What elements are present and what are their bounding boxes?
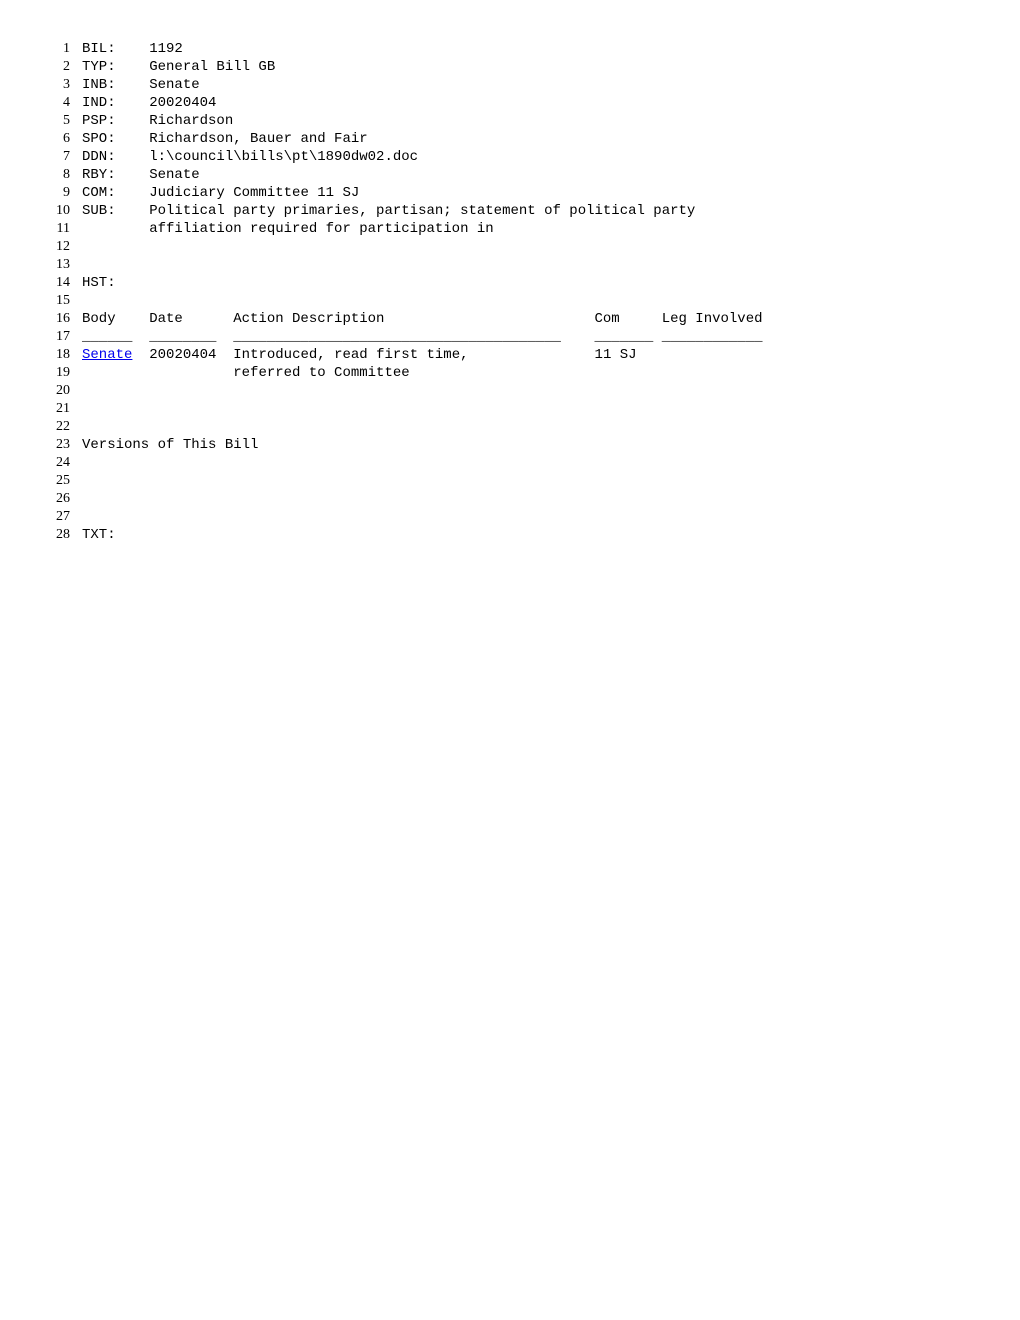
line-number: 14 xyxy=(20,274,82,292)
line-4: 4 IND: 20020404 xyxy=(20,94,1000,112)
line-number: 26 xyxy=(20,490,82,508)
line-number: 1 xyxy=(20,40,82,58)
line-3: 3 INB: Senate xyxy=(20,76,1000,94)
line-26: 26 xyxy=(20,490,1000,508)
field-ddn: DDN: l:\council\bills\pt\1890dw02.doc xyxy=(82,148,418,166)
history-date: 20020404 xyxy=(149,347,216,363)
line-9: 9 COM: Judiciary Committee 11 SJ xyxy=(20,184,1000,202)
line-number: 3 xyxy=(20,76,82,94)
senate-link[interactable]: Senate xyxy=(82,347,132,363)
field-typ: TYP: General Bill GB xyxy=(82,58,275,76)
line-15: 15 xyxy=(20,292,1000,310)
line-number: 17 xyxy=(20,328,82,346)
line-number: 24 xyxy=(20,454,82,472)
page-container: 1 BIL: 1192 2 TYP: General Bill GB 3 INB… xyxy=(0,0,1020,564)
line-number: 16 xyxy=(20,310,82,328)
line-number: 2 xyxy=(20,58,82,76)
history-action: Introduced, read first time, xyxy=(233,347,468,363)
versions-heading: Versions of This Bill xyxy=(82,436,258,454)
line-number: 28 xyxy=(20,526,82,544)
history-com: 11 SJ xyxy=(595,347,637,363)
line-number: 19 xyxy=(20,364,82,382)
line-number: 5 xyxy=(20,112,82,130)
line-22: 22 xyxy=(20,418,1000,436)
line-10: 10 SUB: Political party primaries, parti… xyxy=(20,202,1000,220)
line-12: 12 xyxy=(20,238,1000,256)
line-number: 20 xyxy=(20,382,82,400)
line-6: 6 SPO: Richardson, Bauer and Fair xyxy=(20,130,1000,148)
line-number: 11 xyxy=(20,220,82,238)
line-5: 5 PSP: Richardson xyxy=(20,112,1000,130)
field-spo: SPO: Richardson, Bauer and Fair xyxy=(82,130,368,148)
line-number: 9 xyxy=(20,184,82,202)
line-11: 11 affiliation required for participatio… xyxy=(20,220,1000,238)
line-number: 27 xyxy=(20,508,82,526)
line-number: 13 xyxy=(20,256,82,274)
line-number: 18 xyxy=(20,346,82,364)
line-13: 13 xyxy=(20,256,1000,274)
field-psp: PSP: Richardson xyxy=(82,112,233,130)
field-inb: INB: Senate xyxy=(82,76,200,94)
line-1: 1 BIL: 1192 xyxy=(20,40,1000,58)
line-number: 22 xyxy=(20,418,82,436)
field-sub: SUB: Political party primaries, partisan… xyxy=(82,202,695,220)
history-row-cont: referred to Committee xyxy=(82,364,410,382)
line-16: 16 Body Date Action Description Com Leg … xyxy=(20,310,1000,328)
history-table-underline: ______ ________ ________________________… xyxy=(82,328,763,346)
line-number: 12 xyxy=(20,238,82,256)
line-23: 23 Versions of This Bill xyxy=(20,436,1000,454)
line-number: 6 xyxy=(20,130,82,148)
line-20: 20 xyxy=(20,382,1000,400)
line-17: 17 ______ ________ _____________________… xyxy=(20,328,1000,346)
history-table-header: Body Date Action Description Com Leg Inv… xyxy=(82,310,763,328)
line-24: 24 xyxy=(20,454,1000,472)
field-bil: BIL: 1192 xyxy=(82,40,183,58)
history-row: Senate 20020404 Introduced, read first t… xyxy=(82,346,637,364)
field-txt: TXT: xyxy=(82,526,116,544)
line-number: 10 xyxy=(20,202,82,220)
line-number: 25 xyxy=(20,472,82,490)
line-18: 18 Senate 20020404 Introduced, read firs… xyxy=(20,346,1000,364)
line-8: 8 RBY: Senate xyxy=(20,166,1000,184)
line-27: 27 xyxy=(20,508,1000,526)
line-21: 21 xyxy=(20,400,1000,418)
line-7: 7 DDN: l:\council\bills\pt\1890dw02.doc xyxy=(20,148,1000,166)
line-number: 21 xyxy=(20,400,82,418)
field-hst: HST: xyxy=(82,274,116,292)
field-rby: RBY: Senate xyxy=(82,166,200,184)
line-number: 7 xyxy=(20,148,82,166)
line-number: 4 xyxy=(20,94,82,112)
line-25: 25 xyxy=(20,472,1000,490)
field-com: COM: Judiciary Committee 11 SJ xyxy=(82,184,359,202)
line-14: 14 HST: xyxy=(20,274,1000,292)
field-ind: IND: 20020404 xyxy=(82,94,216,112)
line-number: 8 xyxy=(20,166,82,184)
line-19: 19 referred to Committee xyxy=(20,364,1000,382)
line-28: 28 TXT: xyxy=(20,526,1000,544)
line-2: 2 TYP: General Bill GB xyxy=(20,58,1000,76)
field-sub-cont: affiliation required for participation i… xyxy=(82,220,494,238)
line-number: 15 xyxy=(20,292,82,310)
line-number: 23 xyxy=(20,436,82,454)
